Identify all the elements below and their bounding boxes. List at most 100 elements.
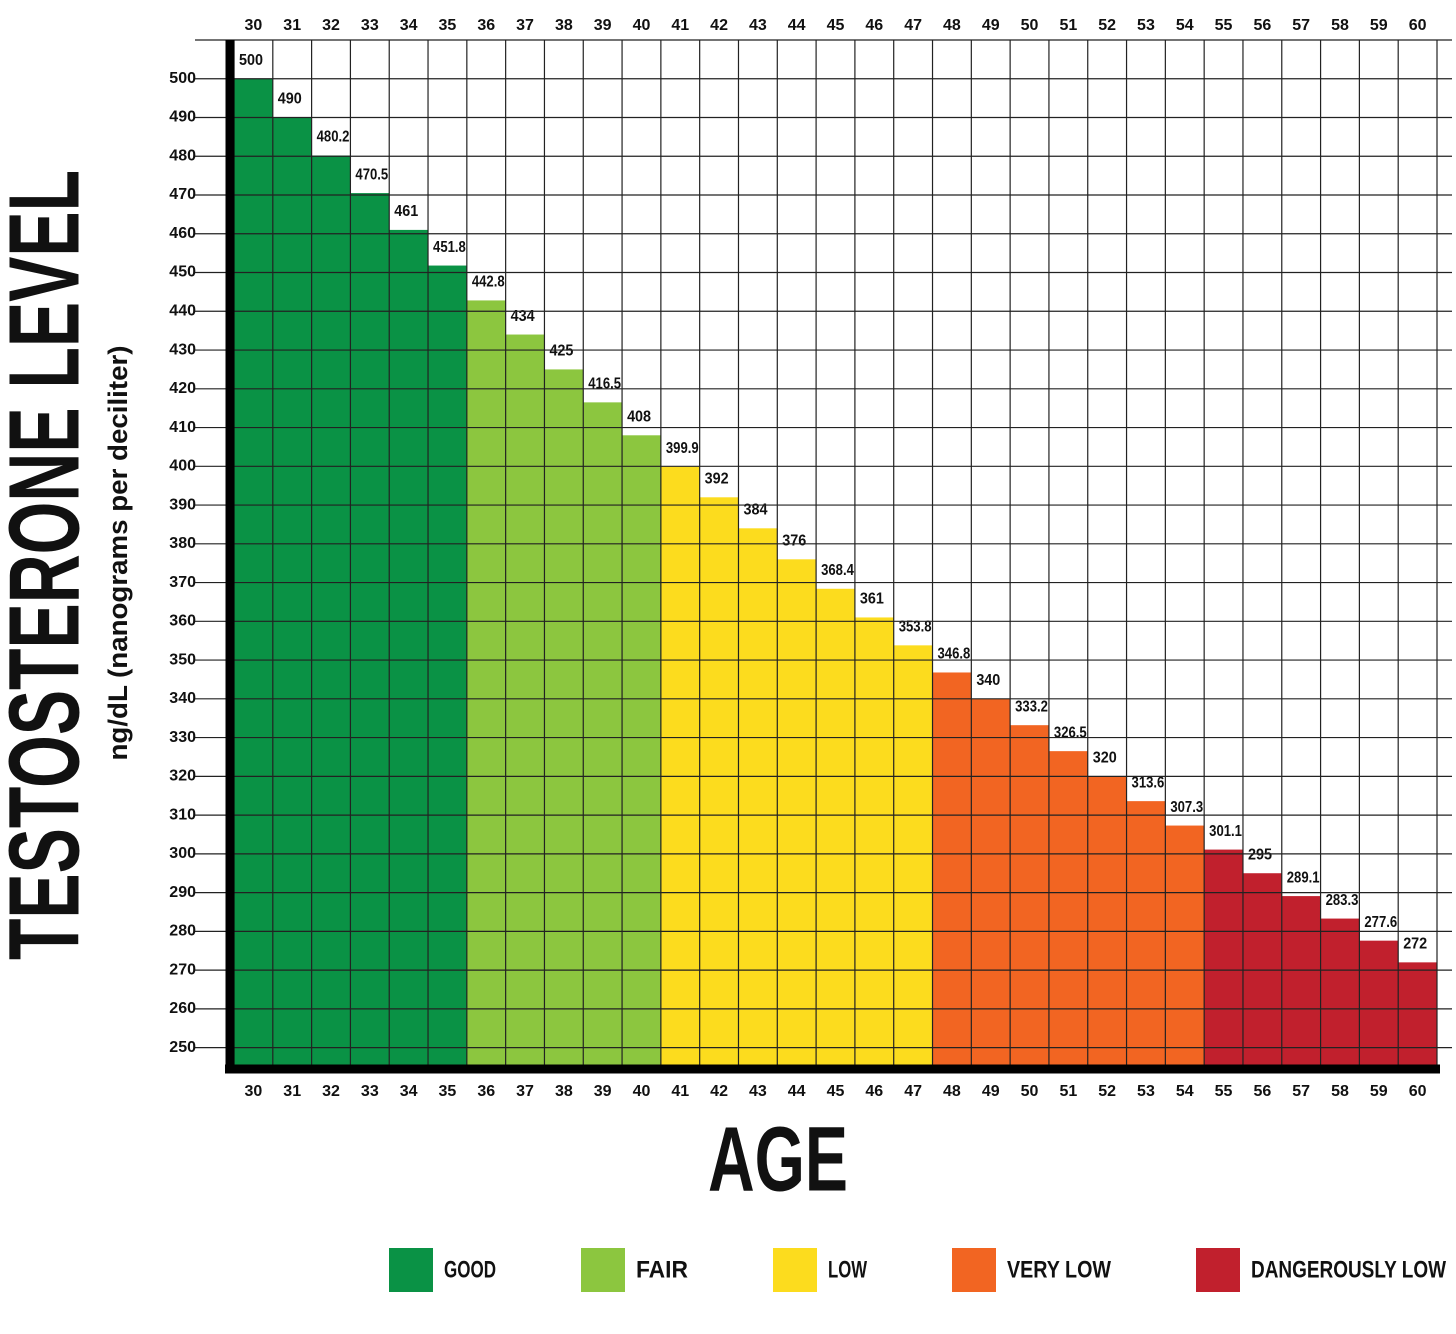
data-label: 320 — [1093, 750, 1117, 767]
x-tick-label: 47 — [904, 1083, 922, 1100]
x-tick-label-top: 30 — [245, 17, 263, 34]
x-tick-label-top: 54 — [1176, 17, 1194, 34]
x-tick-label-top: 53 — [1137, 17, 1155, 34]
legend-swatch — [389, 1248, 433, 1292]
data-label: 333.2 — [1015, 698, 1048, 715]
data-label: 376 — [782, 533, 806, 550]
legend-swatch — [773, 1248, 817, 1292]
bar — [389, 229, 429, 1067]
x-tick-label: 54 — [1176, 1083, 1194, 1100]
data-label: 295 — [1248, 846, 1272, 863]
x-tick-label-top: 38 — [555, 17, 573, 34]
data-label: 480.2 — [317, 129, 350, 146]
y-tick-label: 480 — [169, 147, 196, 164]
x-tick-label-top: 35 — [439, 17, 457, 34]
data-label: 434 — [511, 308, 535, 325]
x-tick-label-top: 58 — [1331, 17, 1349, 34]
y-tick-label: 340 — [169, 690, 196, 707]
data-label: 425 — [549, 343, 573, 360]
x-axis-title: AGE — [708, 1108, 848, 1210]
y-tick-label: 460 — [169, 225, 196, 242]
bar — [971, 698, 1011, 1067]
x-tick-label: 41 — [671, 1083, 689, 1100]
y-tick-label: 290 — [169, 884, 196, 901]
x-tick-label-top: 42 — [710, 17, 728, 34]
data-label: 313.6 — [1132, 774, 1165, 791]
legend-swatch — [1196, 1248, 1240, 1292]
y-tick-label: 330 — [169, 729, 196, 746]
data-label: 368.4 — [821, 562, 854, 579]
y-tick-label: 360 — [169, 613, 196, 630]
bar — [660, 466, 700, 1067]
x-tick-label: 36 — [477, 1083, 495, 1100]
data-label: 490 — [278, 91, 302, 108]
x-tick-label: 55 — [1215, 1083, 1233, 1100]
x-tick-label-top: 55 — [1215, 17, 1233, 34]
x-tick-label: 35 — [439, 1083, 457, 1100]
y-tick-label: 350 — [169, 651, 196, 668]
data-label: 353.8 — [899, 619, 932, 636]
y-tick-label: 310 — [169, 806, 196, 823]
data-label: 301.1 — [1209, 823, 1242, 840]
x-tick-label: 58 — [1331, 1083, 1349, 1100]
y-tick-label: 450 — [169, 264, 196, 281]
y-tick-label: 300 — [169, 845, 196, 862]
bar — [1087, 776, 1127, 1067]
data-label: 289.1 — [1287, 869, 1320, 886]
x-tick-label-top: 41 — [671, 17, 689, 34]
data-label: 272 — [1403, 936, 1427, 953]
x-tick-label-top: 44 — [788, 17, 806, 34]
x-tick-label-top: 36 — [477, 17, 495, 34]
bar — [893, 645, 933, 1067]
y-tick-label: 280 — [169, 923, 196, 940]
y-tick-label: 430 — [169, 341, 196, 358]
legend-label: VERY LOW — [1007, 1256, 1111, 1283]
x-tick-label: 30 — [245, 1083, 263, 1100]
data-label: 346.8 — [938, 646, 971, 663]
x-tick-label-top: 47 — [904, 17, 922, 34]
data-label: 384 — [743, 502, 767, 519]
legend-label: LOW — [828, 1256, 867, 1283]
bar — [1204, 849, 1243, 1067]
x-tick-label: 39 — [594, 1083, 612, 1100]
data-label: 408 — [627, 409, 651, 426]
bar — [777, 559, 817, 1067]
bar — [1359, 940, 1399, 1067]
x-tick-label: 31 — [283, 1083, 301, 1100]
bar — [1320, 918, 1360, 1067]
x-tick-label-top: 56 — [1253, 17, 1271, 34]
x-tick-label-top: 45 — [827, 17, 845, 34]
bar — [1281, 896, 1321, 1067]
bar — [738, 528, 778, 1067]
x-tick-label: 56 — [1253, 1083, 1271, 1100]
x-tick-label-top: 31 — [283, 17, 301, 34]
y-tick-label: 270 — [169, 961, 196, 978]
data-label: 451.8 — [433, 239, 466, 256]
bar — [816, 588, 855, 1067]
x-tick-label-top: 33 — [361, 17, 379, 34]
x-tick-label-top: 52 — [1098, 17, 1116, 34]
bar — [350, 193, 390, 1068]
y-tick-label: 410 — [169, 419, 196, 436]
bar — [466, 300, 506, 1067]
x-tick-label-top: 48 — [943, 17, 961, 34]
x-tick-label-top: 57 — [1292, 17, 1310, 34]
bar — [622, 435, 661, 1068]
x-tick-label: 44 — [788, 1083, 806, 1100]
x-tick-label: 49 — [982, 1083, 1000, 1100]
y-tick-label: 380 — [169, 535, 196, 552]
x-tick-label-top: 43 — [749, 17, 767, 34]
bar — [583, 402, 623, 1068]
bar — [1398, 962, 1437, 1067]
x-tick-label-top: 46 — [865, 17, 883, 34]
x-tick-label-top: 34 — [400, 17, 418, 34]
x-tick-label-top: 60 — [1409, 17, 1427, 34]
data-label: 326.5 — [1054, 724, 1087, 741]
legend-label: FAIR — [636, 1256, 688, 1283]
data-label: 307.3 — [1170, 799, 1203, 816]
y-tick-label: 500 — [169, 70, 196, 87]
y-tick-label: 260 — [169, 1000, 196, 1017]
data-label: 277.6 — [1364, 914, 1397, 931]
